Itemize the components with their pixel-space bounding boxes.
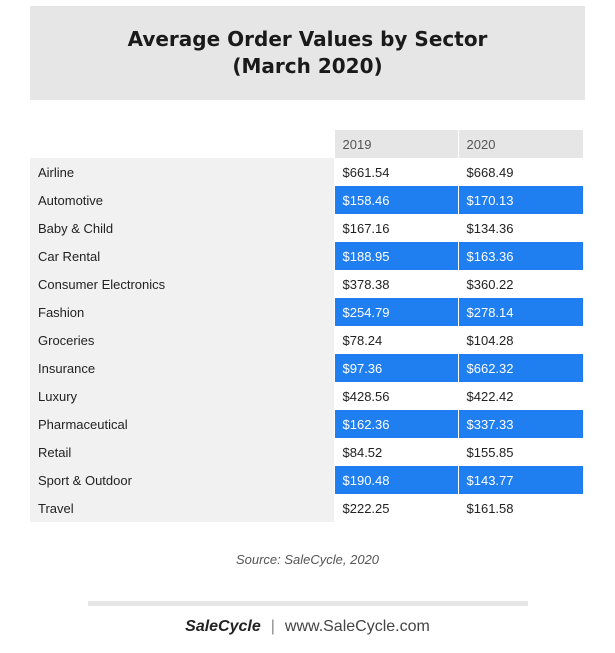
table-row: Groceries $78.24 $104.28 <box>30 326 583 354</box>
value-cell-2020: $278.14 <box>457 298 583 326</box>
table-row: Airline $661.54 $668.49 <box>30 158 583 186</box>
footer-url: www.SaleCycle.com <box>284 618 430 635</box>
title-box: Average Order Values by Sector (March 20… <box>30 6 585 100</box>
value-cell-2019: $97.36 <box>333 354 458 382</box>
table-row: Travel $222.25 $161.58 <box>30 494 583 522</box>
brand-logo: SaleCycle <box>185 618 261 635</box>
table-header-row: 2019 2020 <box>30 130 583 158</box>
value-cell-2020: $170.13 <box>457 186 583 214</box>
table-row: Automotive $158.46 $170.13 <box>30 186 583 214</box>
value-cell-2020: $662.32 <box>457 354 583 382</box>
value-cell-2019: $167.16 <box>333 214 458 242</box>
footer: SaleCycle | www.SaleCycle.com <box>0 618 615 636</box>
value-cell-2019: $162.36 <box>333 410 458 438</box>
value-cell-2020: $161.58 <box>457 494 583 522</box>
value-cell-2020: $163.36 <box>457 242 583 270</box>
value-cell-2020: $155.85 <box>457 438 583 466</box>
value-cell-2020: $143.77 <box>457 466 583 494</box>
sector-name-cell: Retail <box>30 438 334 466</box>
value-cell-2019: $222.25 <box>333 494 458 522</box>
chart-title-line-2: (March 2020) <box>232 54 383 78</box>
sector-name-cell: Consumer Electronics <box>30 270 334 298</box>
value-cell-2020: $337.33 <box>457 410 583 438</box>
sector-name-cell: Airline <box>30 158 334 186</box>
sector-name-cell: Pharmaceutical <box>30 410 334 438</box>
sector-name-cell: Sport & Outdoor <box>30 466 334 494</box>
value-cell-2020: $360.22 <box>457 270 583 298</box>
table-row: Insurance $97.36 $662.32 <box>30 354 583 382</box>
value-cell-2020: $422.42 <box>457 382 583 410</box>
sector-name-cell: Travel <box>30 494 334 522</box>
sector-name-cell: Luxury <box>30 382 334 410</box>
value-cell-2019: $428.56 <box>333 382 458 410</box>
value-cell-2019: $84.52 <box>333 438 458 466</box>
table-row: Baby & Child $167.16 $134.36 <box>30 214 583 242</box>
table-body: Airline $661.54 $668.49 Automotive $158.46 $1… <box>30 158 583 522</box>
sector-name-cell: Groceries <box>30 326 334 354</box>
table-row: Sport & Outdoor $190.48 $143.77 <box>30 466 583 494</box>
sector-name-cell: Insurance <box>30 354 334 382</box>
sector-table: 2019 2020 Airline $661.54 $668.49 Automotiv… <box>30 130 583 522</box>
column-header-2019: 2019 <box>333 130 458 158</box>
value-cell-2019: $188.95 <box>333 242 458 270</box>
value-cell-2019: $78.24 <box>333 326 458 354</box>
sector-name-cell: Baby & Child <box>30 214 334 242</box>
value-cell-2020: $104.28 <box>457 326 583 354</box>
column-header-2020: 2020 <box>457 130 583 158</box>
table-row: Luxury $428.56 $422.42 <box>30 382 583 410</box>
value-cell-2019: $158.46 <box>333 186 458 214</box>
table-row: Fashion $254.79 $278.14 <box>30 298 583 326</box>
table-row: Retail $84.52 $155.85 <box>30 438 583 466</box>
table-row: Pharmaceutical $162.36 $337.33 <box>30 410 583 438</box>
value-cell-2019: $254.79 <box>333 298 458 326</box>
sector-name-cell: Car Rental <box>30 242 334 270</box>
value-cell-2019: $190.48 <box>333 466 458 494</box>
value-cell-2019: $378.38 <box>333 270 458 298</box>
value-cell-2020: $134.36 <box>457 214 583 242</box>
sector-name-cell: Automotive <box>30 186 334 214</box>
footer-separator: | <box>270 618 275 635</box>
chart-title-line-1: Average Order Values by Sector <box>127 27 488 51</box>
table-row: Consumer Electronics $378.38 $360.22 <box>30 270 583 298</box>
table-row: Car Rental $188.95 $163.36 <box>30 242 583 270</box>
value-cell-2019: $661.54 <box>333 158 458 186</box>
sector-name-cell: Fashion <box>30 298 334 326</box>
footer-divider <box>88 601 528 606</box>
header-blank-cell <box>30 130 334 158</box>
value-cell-2020: $668.49 <box>457 158 583 186</box>
source-note: Source: SaleCycle, 2020 <box>235 552 380 567</box>
